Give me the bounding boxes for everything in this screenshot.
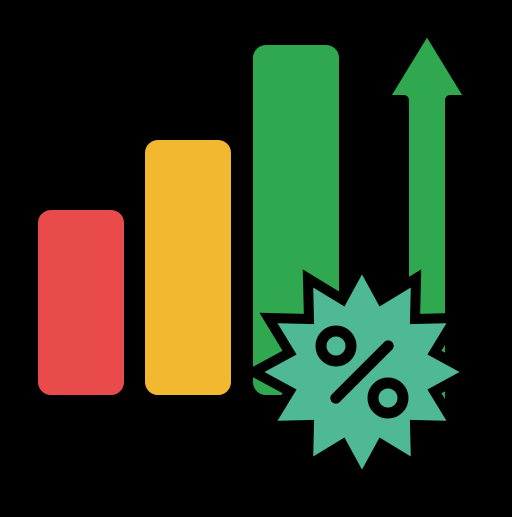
icon-svg (0, 0, 512, 512)
bar-2 (140, 135, 236, 400)
bar-1 (33, 205, 129, 400)
growth-chart-icon (0, 0, 512, 512)
